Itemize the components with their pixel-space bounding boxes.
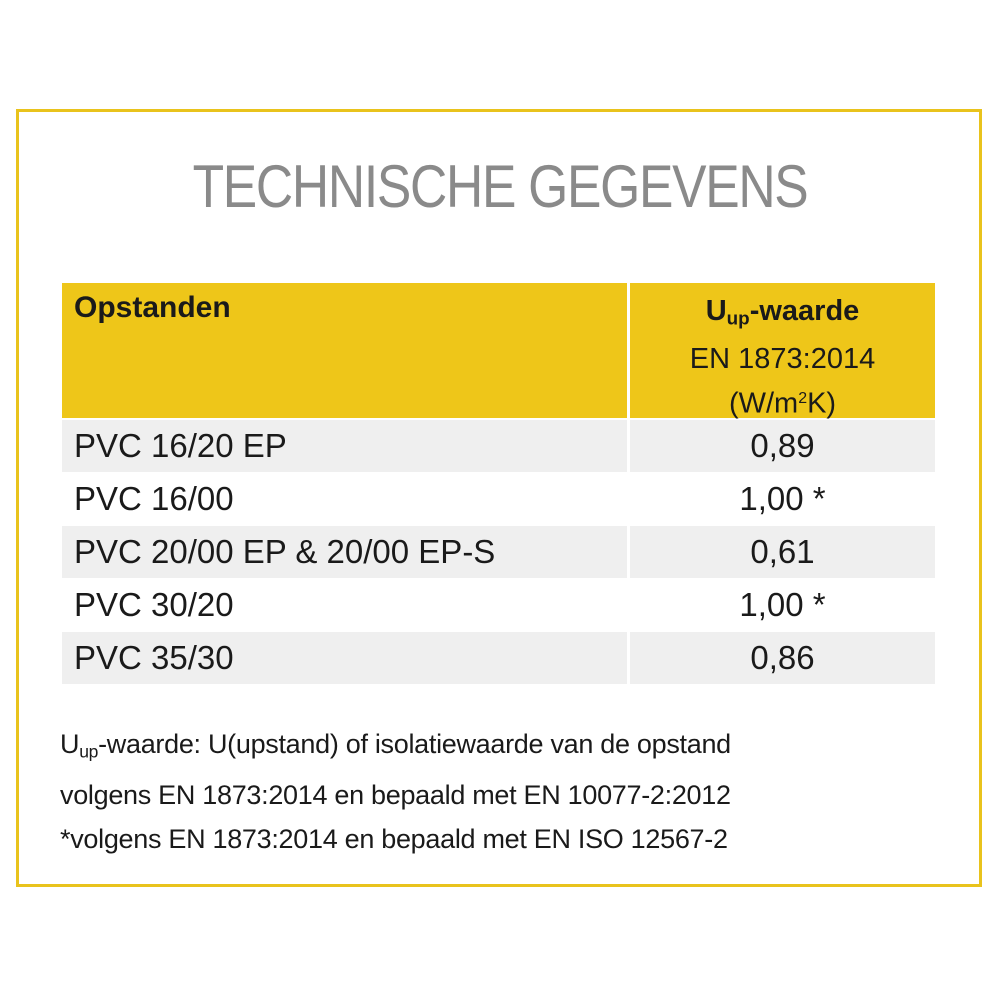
table-row: PVC 30/20 1,00 * <box>62 579 935 631</box>
table-row: PVC 16/00 1,00 * <box>62 473 935 525</box>
row-name: PVC 16/20 EP <box>62 420 627 472</box>
row-name: PVC 30/20 <box>74 586 234 623</box>
table-row: PVC 35/30 0,86 <box>62 632 935 684</box>
unit-a: (W/m <box>728 387 799 420</box>
header-opstanden: Opstanden <box>62 283 627 418</box>
note-rest: -waarde: U(upstand) of isolatiewaarde va… <box>98 729 731 759</box>
header-sub: up <box>726 307 750 329</box>
header-u: U <box>705 295 727 327</box>
table-header: Opstanden Uup-waarde EN 1873:2014 (W/m2K… <box>62 283 935 419</box>
tech-data-table: Opstanden Uup-waarde EN 1873:2014 (W/m2K… <box>62 283 935 685</box>
page-title: TECHNISCHE GEGEVENS <box>192 153 809 220</box>
row-value: 0,89 <box>630 420 935 472</box>
row-value: 1,00 * <box>739 586 826 623</box>
row-name: PVC 35/30 <box>62 632 627 684</box>
yellow-frame <box>16 109 982 887</box>
note-sub: up <box>79 741 99 762</box>
footnote-2: volgens EN 1873:2014 en bepaald met EN 1… <box>60 780 731 811</box>
row-value: 1,00 * <box>739 480 826 517</box>
footnotes: Uup-waarde: U(upstand) of isolatiewaarde… <box>60 722 731 861</box>
row-name: PVC 20/00 EP & 20/00 EP-S <box>62 526 627 578</box>
row-name: PVC 16/00 <box>74 480 234 517</box>
footnote-3: *volgens EN 1873:2014 en bepaald met EN … <box>60 824 728 855</box>
note-u: U <box>60 729 80 759</box>
row-value: 0,86 <box>630 632 935 684</box>
header-unit: (W/m2K) <box>630 379 935 424</box>
row-value: 0,61 <box>630 526 935 578</box>
unit-sup: 2 <box>798 389 808 407</box>
header-norm: EN 1873:2014 <box>689 342 876 375</box>
table-row: PVC 16/20 EP 0,89 <box>62 420 935 472</box>
unit-b: K) <box>807 387 837 420</box>
footnote-1: Uup-waarde: U(upstand) of isolatiewaarde… <box>60 722 731 773</box>
header-uup-waarde: Uup-waarde EN 1873:2014 (W/m2K) <box>630 283 935 419</box>
header-rest: -waarde <box>749 295 860 327</box>
table-row: PVC 20/00 EP & 20/00 EP-S 0,61 <box>62 526 935 578</box>
